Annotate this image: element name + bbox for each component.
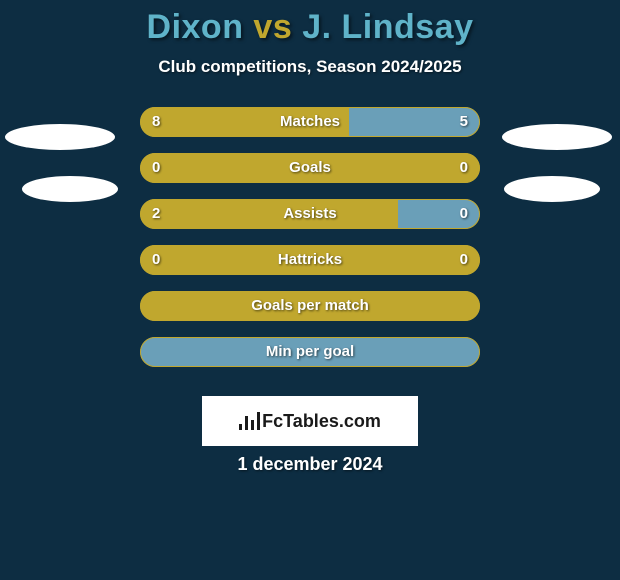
stat-row: Goals per match — [0, 291, 620, 321]
logo-text: FcTables.com — [262, 411, 381, 432]
bar-track: 20Assists — [140, 199, 480, 229]
bar-track: Goals per match — [140, 291, 480, 321]
metric-label: Goals per match — [140, 291, 480, 321]
player1-name: Dixon — [147, 8, 244, 46]
comparison-title: Dixon vs J. Lindsay — [0, 0, 620, 47]
stat-row: 20Assists — [0, 199, 620, 229]
photo-placeholder-ellipse — [504, 176, 600, 202]
subtitle: Club competitions, Season 2024/2025 — [0, 57, 620, 77]
metric-label: Goals — [140, 153, 480, 183]
logo-bars-icon — [239, 412, 260, 430]
player2-name: J. Lindsay — [302, 8, 473, 46]
photo-placeholder-ellipse — [502, 124, 612, 150]
date-label: 1 december 2024 — [0, 454, 620, 475]
metric-label: Min per goal — [140, 337, 480, 367]
bar-track: 85Matches — [140, 107, 480, 137]
photo-placeholder-ellipse — [22, 176, 118, 202]
stat-row: Min per goal — [0, 337, 620, 367]
photo-placeholder-ellipse — [5, 124, 115, 150]
vs-label: vs — [253, 8, 292, 46]
bar-track: 00Hattricks — [140, 245, 480, 275]
metric-label: Hattricks — [140, 245, 480, 275]
bar-track: 00Goals — [140, 153, 480, 183]
stat-row: 00Hattricks — [0, 245, 620, 275]
metric-label: Matches — [140, 107, 480, 137]
metric-label: Assists — [140, 199, 480, 229]
bar-track: Min per goal — [140, 337, 480, 367]
fctables-logo: FcTables.com — [202, 396, 418, 446]
